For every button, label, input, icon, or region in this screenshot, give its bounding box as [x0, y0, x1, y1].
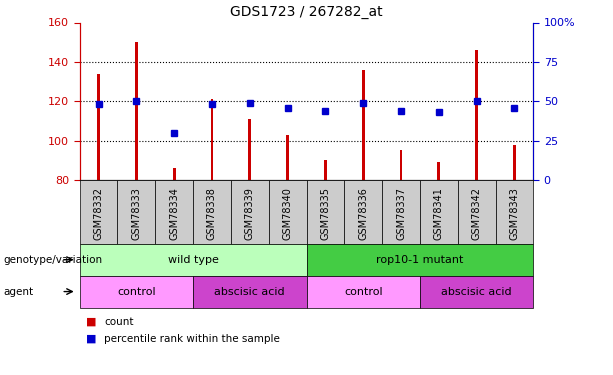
Bar	[173, 168, 175, 180]
Bar	[135, 42, 138, 180]
Text: GSM78340: GSM78340	[283, 187, 292, 240]
Text: percentile rank within the sample: percentile rank within the sample	[104, 334, 280, 344]
Bar	[211, 99, 213, 180]
Text: count: count	[104, 317, 134, 327]
Text: wild type: wild type	[168, 255, 218, 265]
Bar	[324, 160, 327, 180]
Text: abscisic acid: abscisic acid	[215, 286, 285, 297]
Text: GSM78342: GSM78342	[471, 187, 482, 240]
Text: GSM78336: GSM78336	[358, 187, 368, 240]
Text: GSM78334: GSM78334	[169, 187, 179, 240]
Text: control: control	[117, 286, 156, 297]
Text: genotype/variation: genotype/variation	[3, 255, 102, 265]
Text: GSM78335: GSM78335	[321, 187, 330, 240]
Text: abscisic acid: abscisic acid	[441, 286, 512, 297]
Text: GSM78337: GSM78337	[396, 187, 406, 240]
Text: agent: agent	[3, 286, 33, 297]
Text: GSM78341: GSM78341	[434, 187, 444, 240]
Bar	[248, 119, 251, 180]
Bar	[513, 145, 516, 180]
Bar	[400, 150, 402, 180]
Title: GDS1723 / 267282_at: GDS1723 / 267282_at	[230, 5, 383, 19]
Text: ■: ■	[86, 334, 96, 344]
Text: GSM78343: GSM78343	[509, 187, 519, 240]
Text: GSM78339: GSM78339	[245, 187, 255, 240]
Text: GSM78332: GSM78332	[94, 187, 104, 240]
Text: control: control	[344, 286, 383, 297]
Bar	[438, 162, 440, 180]
Bar	[362, 70, 365, 180]
Text: rop10-1 mutant: rop10-1 mutant	[376, 255, 463, 265]
Bar	[475, 50, 478, 180]
Text: ■: ■	[86, 317, 96, 327]
Text: GSM78338: GSM78338	[207, 187, 217, 240]
Bar	[97, 74, 100, 180]
Bar	[286, 135, 289, 180]
Text: GSM78333: GSM78333	[131, 187, 142, 240]
